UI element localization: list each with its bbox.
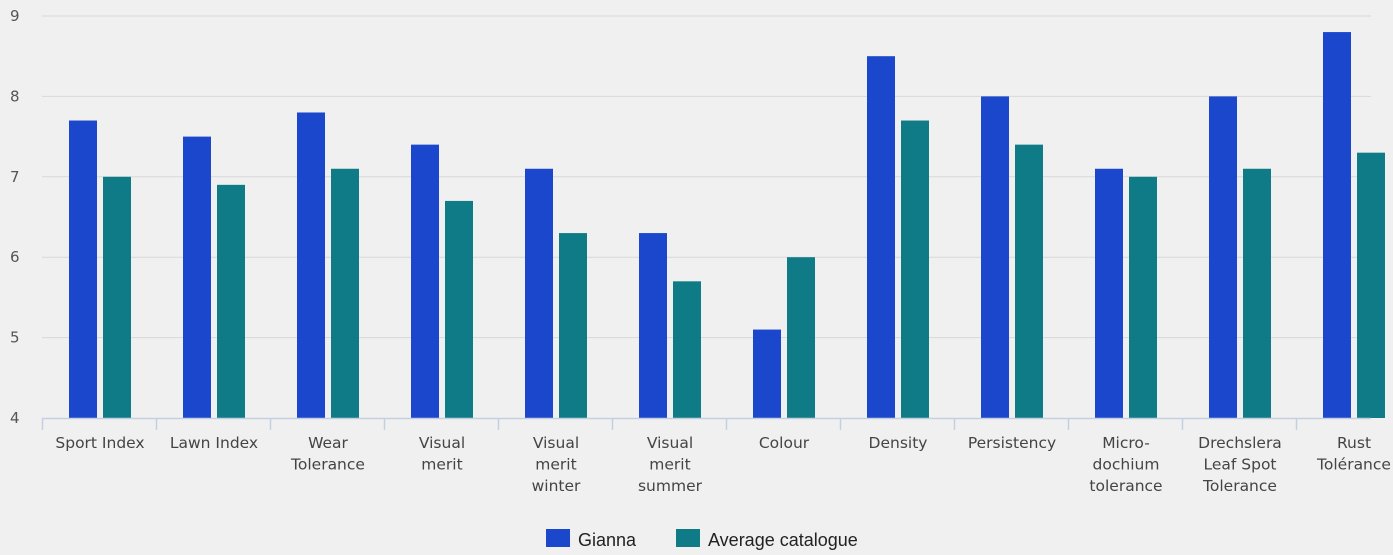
- x-tick-label: Persistency: [968, 434, 1056, 452]
- bar: [1243, 168, 1271, 418]
- bar: [901, 120, 929, 419]
- bar: [1323, 32, 1351, 419]
- bar: [867, 56, 895, 418]
- x-axis-labels: Sport Index Lawn Index Wear Tolerance Visual…: [55, 434, 1391, 495]
- bar: [297, 112, 325, 418]
- bar: [1129, 176, 1157, 418]
- y-tick-label: 6: [10, 248, 20, 266]
- bar: [981, 96, 1009, 419]
- y-tick-label: 8: [10, 87, 20, 105]
- y-tick-label: 9: [10, 7, 20, 25]
- x-tick-label: Rust Tolérance: [1316, 434, 1391, 474]
- x-tick-label: Visual merit: [419, 434, 465, 474]
- bar: [1209, 96, 1237, 419]
- x-tick-label: Density: [869, 434, 928, 452]
- x-axis: [41, 417, 1371, 430]
- x-tick-label: Visual merit summer: [638, 434, 703, 495]
- bar: [673, 281, 701, 418]
- bar: [69, 120, 97, 419]
- legend-swatch: [546, 529, 570, 547]
- bars: [69, 32, 1385, 419]
- y-tick-label: 4: [10, 409, 20, 427]
- legend-label: Gianna: [578, 530, 637, 550]
- x-tick-label: Visual merit winter: [532, 434, 581, 495]
- bar: [559, 233, 587, 418]
- legend: Gianna Average catalogue: [546, 529, 858, 550]
- bar: [753, 329, 781, 418]
- legend-label: Average catalogue: [708, 530, 858, 550]
- bar: [787, 257, 815, 418]
- y-tick-label: 7: [10, 168, 20, 186]
- x-tick-label: Micro-dochium tolerance: [1089, 434, 1162, 495]
- x-tick-label: Sport Index: [55, 434, 144, 452]
- bar: [525, 168, 553, 418]
- bar: [331, 168, 359, 418]
- bar: [1357, 152, 1385, 418]
- y-tick-label: 5: [10, 329, 20, 347]
- x-tick-label: Wear Tolerance: [290, 434, 365, 474]
- y-axis-ticks: 4 5 6 7 8 9: [10, 7, 20, 427]
- bar: [183, 136, 211, 418]
- legend-swatch: [676, 529, 700, 547]
- x-tick-label: Lawn Index: [170, 434, 258, 452]
- bar: [639, 233, 667, 418]
- bar: [1015, 144, 1043, 418]
- x-tick-label: Drechslera Leaf Spot Tolerance: [1198, 434, 1282, 495]
- bar: [103, 176, 131, 418]
- bar: [411, 144, 439, 418]
- bar: [217, 184, 245, 418]
- x-tick-label: Colour: [759, 434, 810, 452]
- bar: [1095, 168, 1123, 418]
- bar: [445, 200, 473, 418]
